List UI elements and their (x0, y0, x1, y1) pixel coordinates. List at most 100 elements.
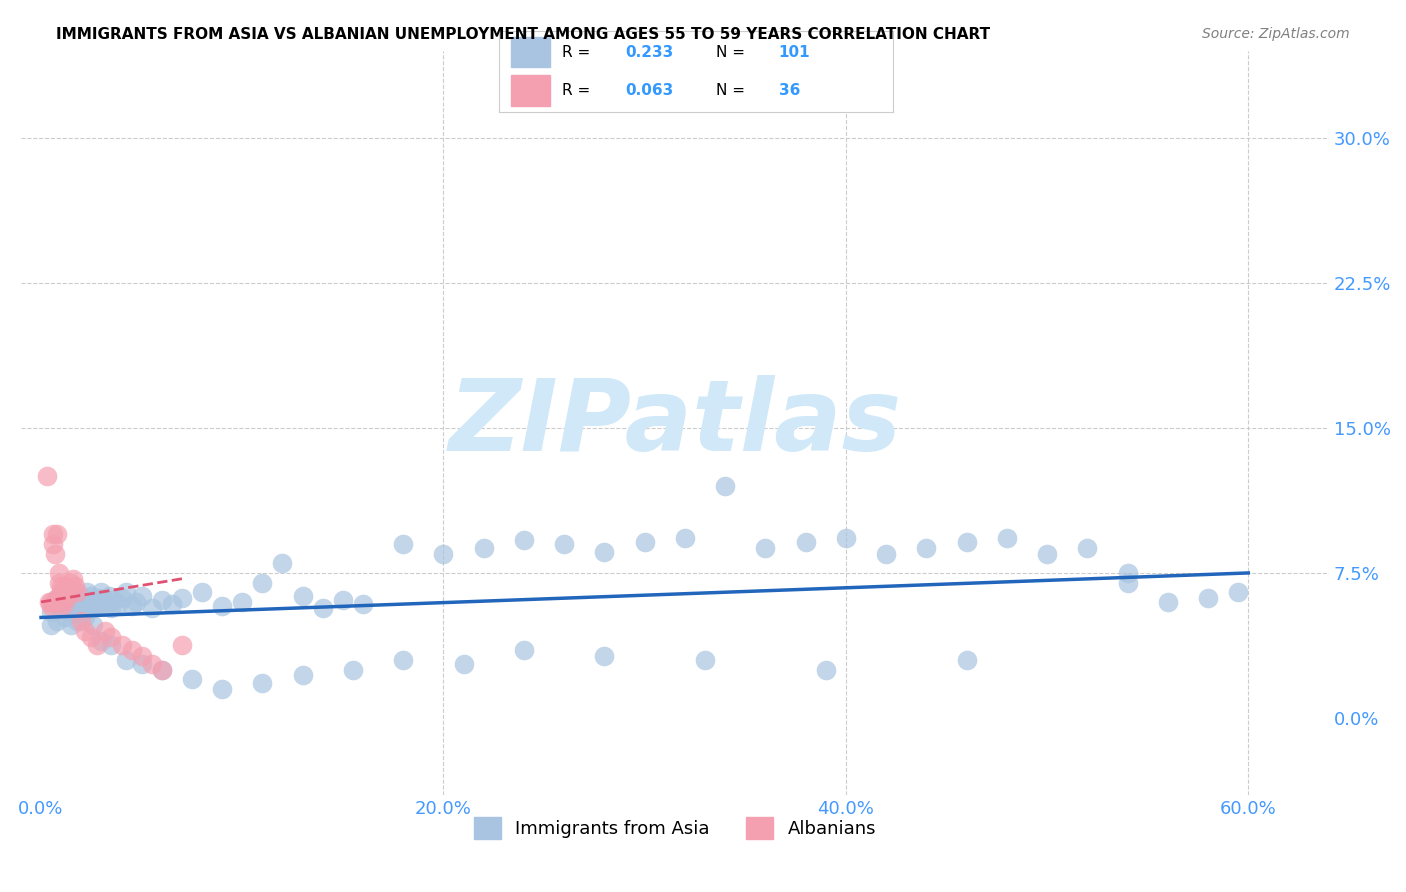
Point (271, 556, 294, 570)
Point (794, 535, 817, 549)
Text: Source: ZipAtlas.com: Source: ZipAtlas.com (1202, 27, 1350, 41)
Point (67, 600, 90, 615)
Point (53, 585, 76, 599)
Point (124, 595, 146, 609)
Point (46, 615, 69, 629)
Point (170, 638, 193, 652)
Point (75, 624, 97, 638)
Point (593, 544, 616, 558)
Text: N =: N = (716, 83, 749, 98)
Point (114, 653, 136, 667)
Point (150, 593, 173, 607)
Point (56, 591, 79, 606)
Point (53, 595, 76, 609)
Text: N =: N = (716, 45, 749, 60)
Point (38, 595, 60, 609)
Point (150, 663, 173, 677)
Point (291, 668, 314, 682)
Point (60, 575, 83, 590)
Point (100, 600, 122, 615)
Point (814, 663, 837, 677)
Point (170, 591, 193, 606)
Point (634, 535, 657, 549)
Point (48, 599, 70, 613)
Point (62, 587, 84, 601)
Point (141, 657, 163, 671)
Text: 0.063: 0.063 (626, 83, 673, 98)
Point (86, 597, 108, 611)
Point (1116, 566, 1139, 580)
Point (51, 600, 73, 615)
Point (98, 589, 121, 603)
Point (332, 593, 354, 607)
Text: IMMIGRANTS FROM ASIA VS ALBANIAN UNEMPLOYMENT AMONG AGES 55 TO 59 YEARS CORRELAT: IMMIGRANTS FROM ASIA VS ALBANIAN UNEMPLO… (56, 27, 990, 42)
Point (58, 585, 80, 599)
Point (231, 595, 253, 609)
Point (66, 589, 89, 603)
Point (90, 633, 112, 648)
Point (86, 638, 108, 652)
Point (131, 649, 153, 664)
Point (48, 575, 70, 590)
Point (1116, 575, 1139, 590)
Point (955, 535, 977, 549)
Point (44, 595, 66, 609)
Point (51, 580, 73, 594)
Point (1076, 541, 1098, 555)
Point (53, 599, 76, 613)
Point (121, 643, 143, 657)
Point (915, 541, 938, 555)
Point (65, 599, 87, 613)
Point (392, 537, 415, 551)
Point (342, 663, 364, 677)
Point (1197, 591, 1219, 606)
Point (160, 597, 183, 611)
Point (252, 676, 274, 690)
Point (1157, 595, 1180, 609)
Point (714, 479, 737, 493)
Point (100, 638, 122, 652)
Point (51, 589, 73, 603)
Point (955, 653, 977, 667)
Point (58, 597, 80, 611)
Point (103, 593, 125, 607)
Point (131, 589, 153, 603)
Point (52, 595, 75, 609)
Point (39, 595, 62, 609)
Point (94, 599, 117, 613)
Point (392, 653, 415, 667)
Point (52, 585, 75, 599)
Point (995, 531, 1018, 545)
Point (65, 580, 87, 594)
Point (1036, 547, 1059, 561)
Point (46, 591, 69, 606)
Point (114, 585, 136, 599)
Legend: Immigrants from Asia, Albanians: Immigrants from Asia, Albanians (467, 809, 883, 846)
Point (513, 533, 536, 547)
Point (107, 597, 129, 611)
Point (94, 624, 117, 638)
Point (472, 541, 495, 555)
Point (80, 630, 103, 644)
Point (82, 618, 104, 632)
Point (291, 589, 314, 603)
Point (66, 595, 89, 609)
Point (82, 600, 104, 615)
Point (44, 595, 66, 609)
Point (80, 589, 103, 603)
Point (150, 663, 173, 677)
Point (673, 531, 696, 545)
Text: 101: 101 (779, 45, 810, 60)
Point (70, 593, 93, 607)
Point (96, 595, 118, 609)
Text: 36: 36 (779, 83, 800, 98)
Point (84, 593, 107, 607)
Point (39, 618, 62, 632)
Point (66, 585, 89, 599)
Point (754, 541, 776, 555)
Point (453, 657, 475, 671)
Point (51, 585, 73, 599)
Point (35, 469, 58, 483)
Point (60, 618, 83, 632)
Point (76, 585, 98, 599)
